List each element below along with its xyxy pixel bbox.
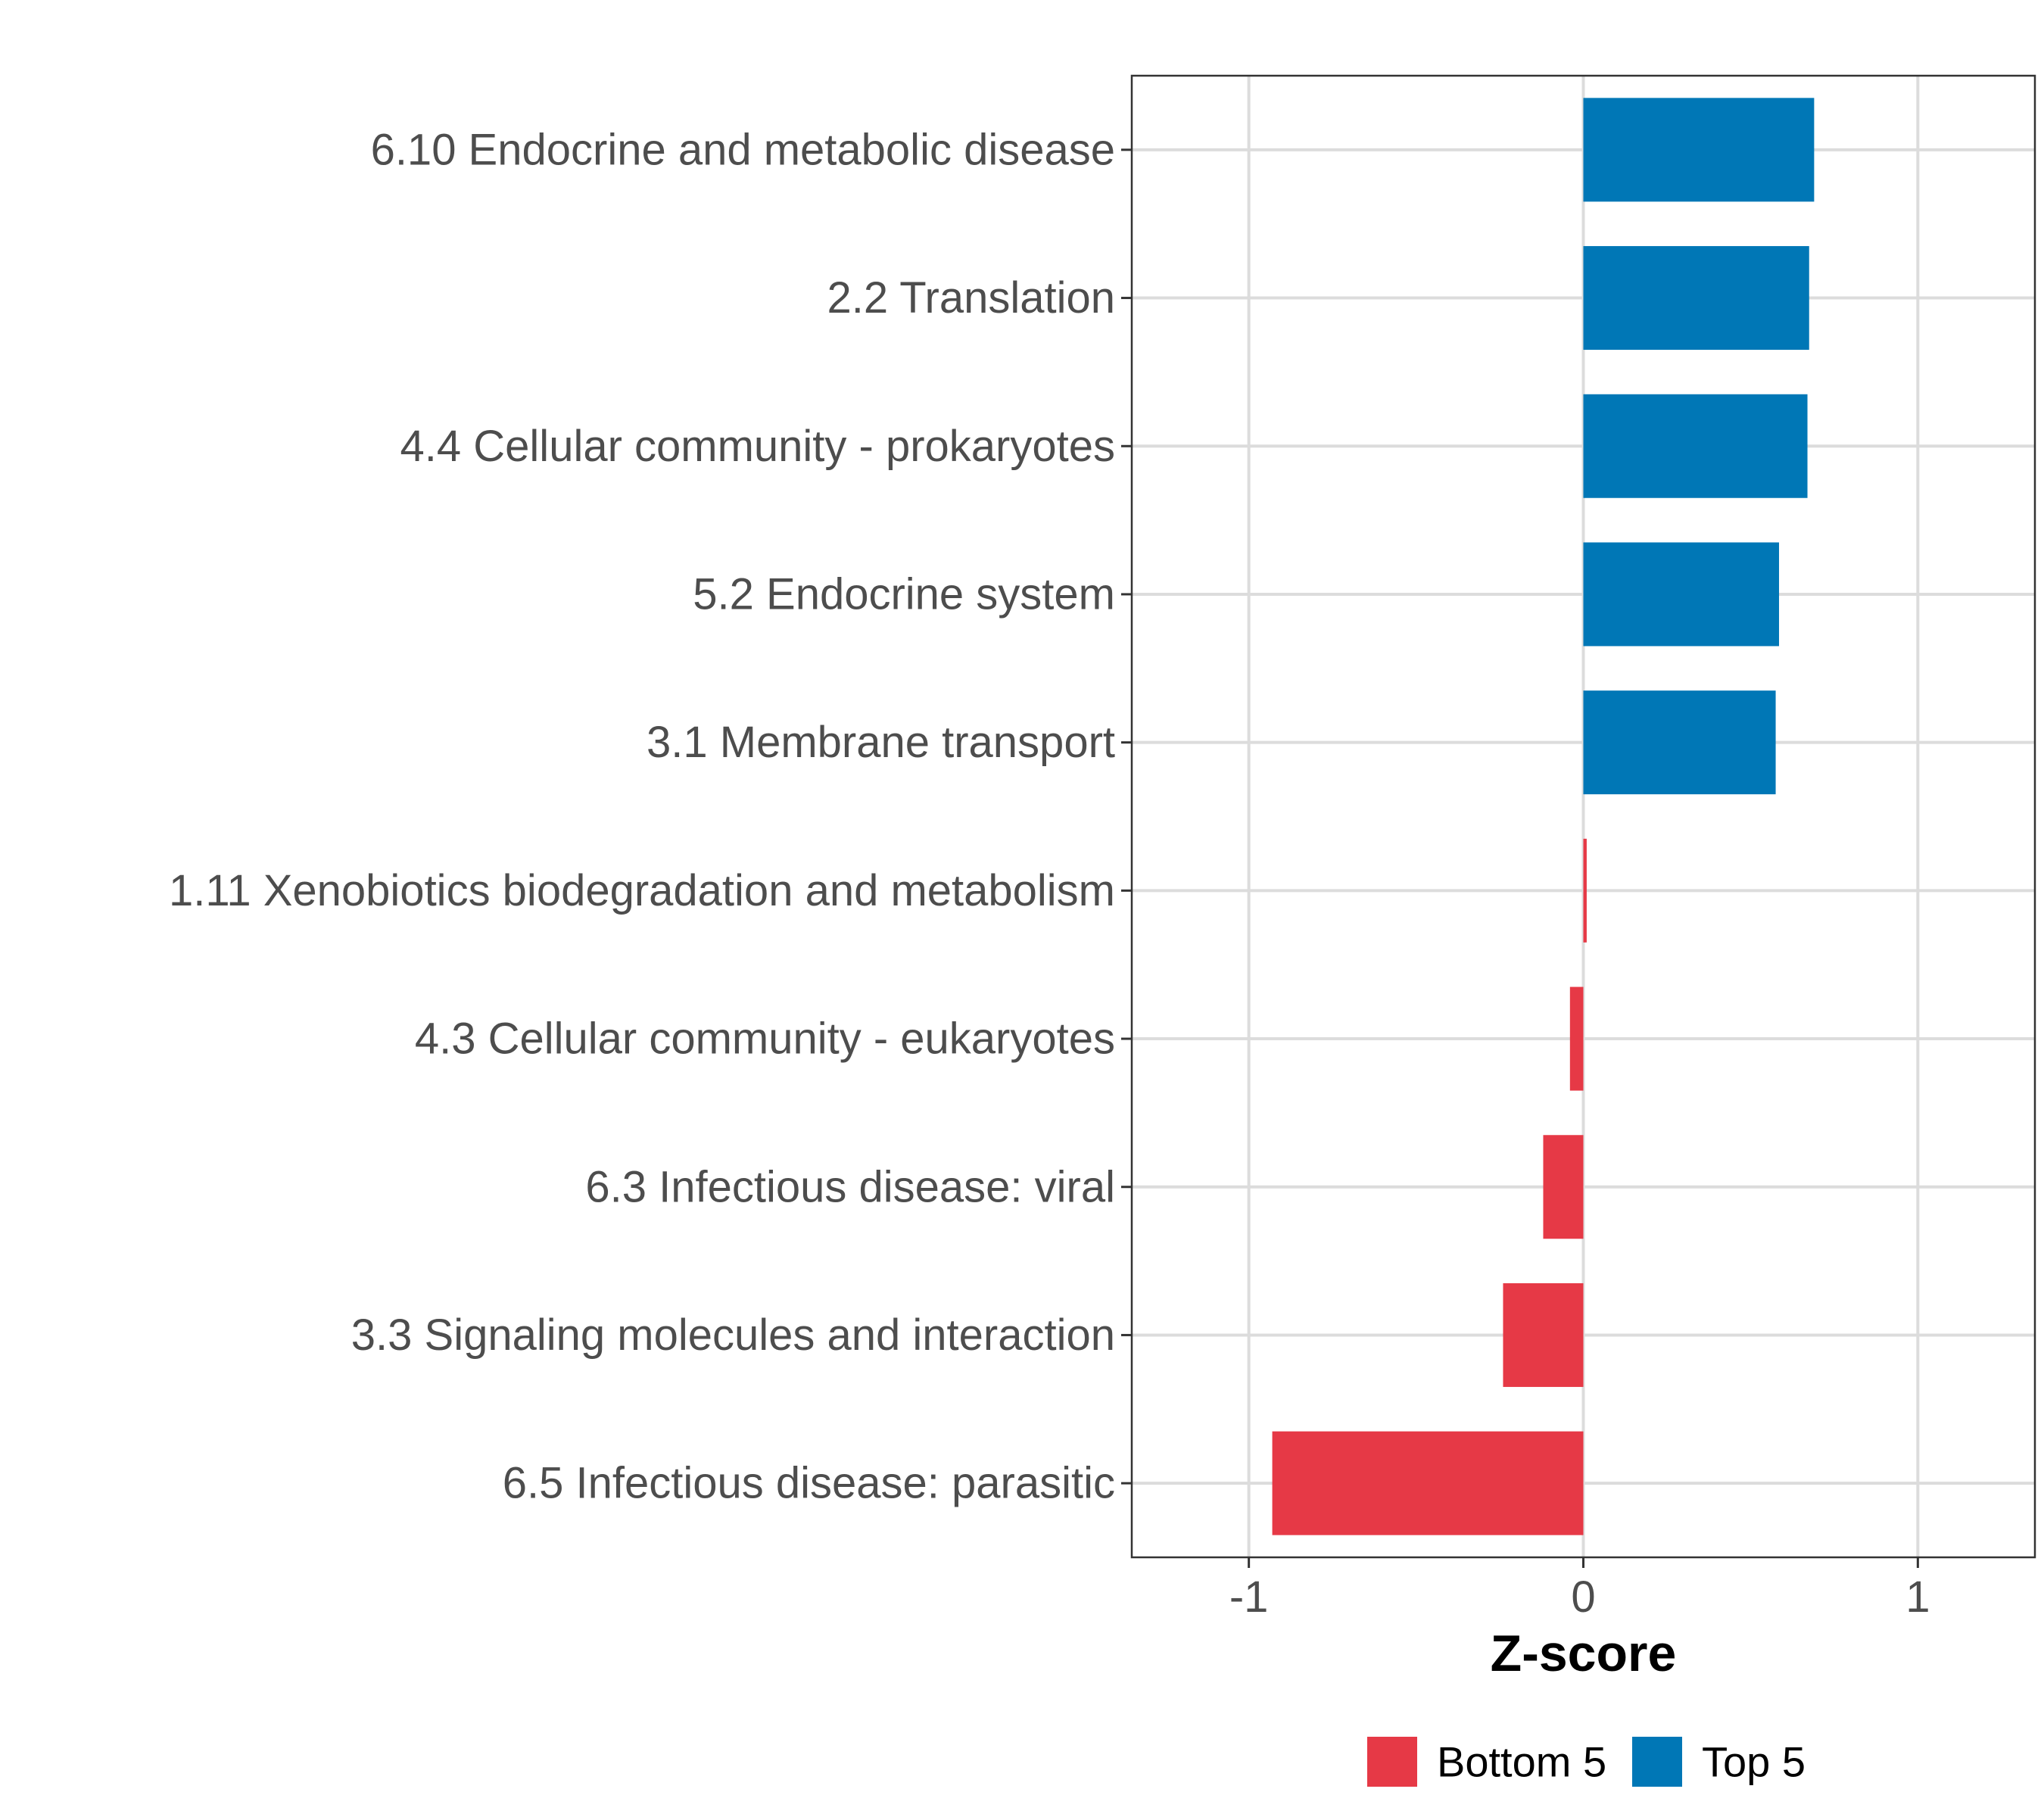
bars: [1272, 98, 1815, 1535]
x-axis-title: Z-score: [1491, 1625, 1677, 1682]
legend-key-bottom-5: [1367, 1737, 1417, 1787]
x-tick-label: -1: [1229, 1572, 1269, 1622]
legend-label: Top 5: [1702, 1738, 1806, 1786]
legend-label: Bottom 5: [1437, 1738, 1606, 1786]
bar: [1583, 246, 1809, 351]
bar: [1543, 1135, 1584, 1239]
category-label: 5.2 Endocrine system: [693, 569, 1115, 619]
x-tick-label: 0: [1571, 1572, 1595, 1622]
bar: [1583, 542, 1779, 647]
bar: [1583, 690, 1776, 795]
category-label: 3.1 Membrane transport: [647, 718, 1115, 767]
x-tick-labels: -1 0 1: [1229, 1572, 1930, 1622]
bar: [1583, 838, 1587, 943]
category-label: 2.2 Translation: [827, 273, 1115, 323]
bar: [1583, 394, 1808, 498]
category-label: 1.11 Xenobiotics biodegradation and meta…: [169, 866, 1115, 915]
category-label: 4.3 Cellular community - eukaryotes: [415, 1014, 1115, 1064]
category-label: 6.3 Infectious disease: viral: [585, 1162, 1115, 1211]
bar: [1583, 98, 1815, 202]
category-label: 3.3 Signaling molecules and interaction: [351, 1311, 1115, 1360]
category-labels: 6.10 Endocrine and metabolic disease 2.2 …: [169, 125, 1115, 1507]
bar: [1503, 1282, 1584, 1387]
category-label: 6.10 Endocrine and metabolic disease: [371, 125, 1115, 174]
x-tick-label: 1: [1905, 1572, 1930, 1622]
legend: Bottom 5 Top 5: [1367, 1737, 1806, 1787]
bar: [1272, 1431, 1584, 1535]
bar: [1569, 986, 1584, 1091]
category-label: 4.4 Cellular community - prokaryotes: [400, 422, 1115, 471]
category-label: 6.5 Infectious disease: parasitic: [503, 1459, 1115, 1508]
axis-ticks: [1121, 148, 1919, 1568]
legend-key-top-5: [1632, 1737, 1682, 1787]
